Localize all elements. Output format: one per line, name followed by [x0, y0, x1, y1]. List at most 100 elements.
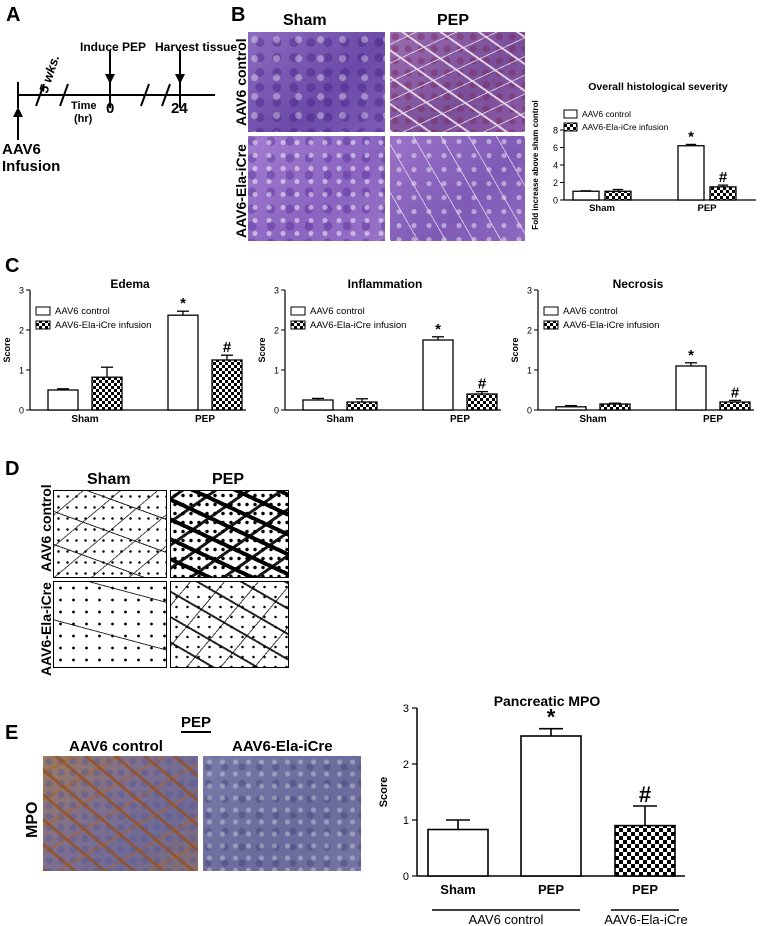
bar-aav6-control-pep — [675, 365, 707, 411]
x-tick-label: PEP — [703, 414, 723, 423]
x-tick-label: PEP — [538, 882, 564, 897]
bar-aav6-control-pep — [677, 145, 705, 201]
time-label: Time — [71, 100, 97, 112]
chart-necrosis: Necrosis 0 1 2 3 Score Sham * # PEP AAV6 control AA… — [510, 277, 754, 423]
y-tick-label: 2 — [274, 326, 279, 336]
harvest-arrowhead — [175, 74, 185, 84]
panel-d-col-pep: PEP — [212, 471, 245, 488]
group-label-control: AAV6 control — [469, 912, 544, 924]
significance-mark: # — [719, 169, 728, 186]
panel-label-e: E — [5, 722, 19, 744]
x-tick-label: PEP — [450, 414, 470, 423]
y-tick-label: 1 — [274, 366, 279, 376]
significance-mark: * — [180, 295, 186, 312]
significance-mark: # — [639, 782, 651, 807]
panel-label-a: A — [6, 4, 21, 26]
legend-label: AAV6 control — [582, 109, 631, 119]
panel-b-col-pep: PEP — [437, 12, 470, 29]
legend-swatch — [563, 122, 578, 132]
timeline-diagram — [13, 50, 215, 140]
bar-aav6-ela-icre-sham — [604, 190, 632, 201]
y-tick-label: 1 — [403, 815, 409, 827]
y-tick-label: 0 — [527, 406, 532, 416]
legend-swatch — [35, 320, 51, 330]
x-tick-label: Sham — [71, 414, 98, 423]
chart-title: Necrosis — [613, 277, 664, 291]
induce-arrowhead — [105, 74, 115, 84]
y-tick-label: 1 — [527, 366, 532, 376]
legend-swatch — [290, 320, 306, 330]
legend-label: AAV6 control — [55, 306, 110, 317]
y-tick-label: 6 — [553, 143, 558, 153]
legend-swatch — [290, 306, 306, 316]
x-tick-label: Sham — [589, 203, 615, 214]
x-tick-label: Sham — [326, 414, 353, 423]
significance-mark: # — [731, 384, 740, 401]
legend-swatch — [543, 320, 559, 330]
panel-d-row-icre: AAV6-Ela-iCre — [38, 582, 54, 676]
x-tick-label: Sham — [579, 414, 606, 423]
significance-mark: # — [223, 339, 232, 356]
time-zero-label: 0 — [106, 100, 115, 117]
y-tick-label: 1 — [19, 366, 24, 376]
bar-2 — [614, 824, 676, 877]
significance-mark: * — [688, 128, 694, 145]
he-image-icre-pep — [390, 136, 525, 241]
bar-aav6-control-pep — [167, 314, 199, 411]
panel-e-pep-header: PEP — [181, 714, 212, 733]
aav6-label: AAV6 — [2, 141, 41, 158]
timeline-break-1b — [59, 83, 69, 107]
y-axis-label: Score — [257, 337, 267, 362]
bar-aav6-control-sham — [572, 190, 600, 201]
legend-swatch — [563, 109, 578, 119]
y-tick-label: 3 — [274, 286, 279, 296]
bar-aav6-ela-icre-sham — [599, 403, 631, 411]
bar-aav6-control-sham — [555, 406, 587, 411]
time-unit-label: (hr) — [74, 113, 93, 125]
bar-aav6-ela-icre-sham — [91, 376, 123, 411]
aav6-arrowhead — [13, 107, 23, 117]
y-tick-label: 0 — [403, 871, 409, 883]
timeline-break-1a — [35, 83, 45, 107]
panel-b-col-sham: Sham — [283, 12, 327, 29]
group-label-icre: AAV6-Ela-iCre — [604, 912, 688, 924]
legend-label: AAV6-Ela-iCre infusion — [582, 122, 669, 132]
chart-inflammation: Inflammation 0 1 2 3 Score Sham * # PEP AAV6 contr… — [257, 277, 501, 423]
bar-aav6-ela-icre-sham — [346, 401, 378, 411]
timeline-break-2a — [140, 83, 150, 107]
chart-pancreatic-mpo: Pancreatic MPO 0 1 2 3 Score Sham * PEP # PEP AAV6 … — [378, 693, 688, 924]
y-tick-label: 8 — [553, 126, 558, 136]
bar-aav6-ela-icre-pep — [709, 186, 737, 201]
bar-aav6-ela-icre-pep — [211, 359, 243, 411]
y-axis-label: Fold increase above sham control — [531, 100, 540, 229]
y-tick-label: 2 — [553, 178, 558, 188]
harvest-tissue-label: Harvest tissue — [155, 40, 238, 54]
panel-e-col-icre: AAV6-Ela-iCre — [232, 738, 333, 755]
panel-label-b: B — [231, 4, 246, 26]
panel-d-row-control: AAV6 control — [38, 484, 54, 572]
y-tick-label: 0 — [19, 406, 24, 416]
y-axis-label: Score — [2, 337, 12, 362]
chart-edema: Edema 0 1 2 3 Score Sham * # PEP AAV6 control AAV6-… — [2, 277, 246, 423]
induce-pep-label: Induce PEP — [80, 40, 147, 54]
x-tick-label: PEP — [195, 414, 215, 423]
bw-image-icre-sham — [53, 581, 167, 668]
panel-e-row-mpo: MPO — [24, 801, 41, 838]
legend-label: AAV6 control — [563, 306, 618, 317]
significance-mark: * — [547, 705, 556, 730]
chart-title: Edema — [110, 277, 150, 291]
legend-label: AAV6-Ela-iCre infusion — [563, 320, 659, 331]
x-tick-label: PEP — [697, 203, 717, 214]
y-tick-label: 2 — [527, 326, 532, 336]
panel-b-row-control: AAV6 control — [233, 38, 249, 126]
legend-swatch — [543, 306, 559, 316]
chart-title: Pancreatic MPO — [494, 693, 601, 709]
y-tick-label: 2 — [403, 759, 409, 771]
y-tick-label: 4 — [553, 161, 558, 171]
bw-image-control-pep — [170, 490, 289, 578]
chart-title: Inflammation — [348, 277, 423, 291]
x-tick-label: Sham — [440, 882, 475, 897]
y-tick-label: 3 — [527, 286, 532, 296]
panel-d-col-sham: Sham — [87, 471, 131, 488]
panel-e-col-control: AAV6 control — [69, 738, 163, 755]
